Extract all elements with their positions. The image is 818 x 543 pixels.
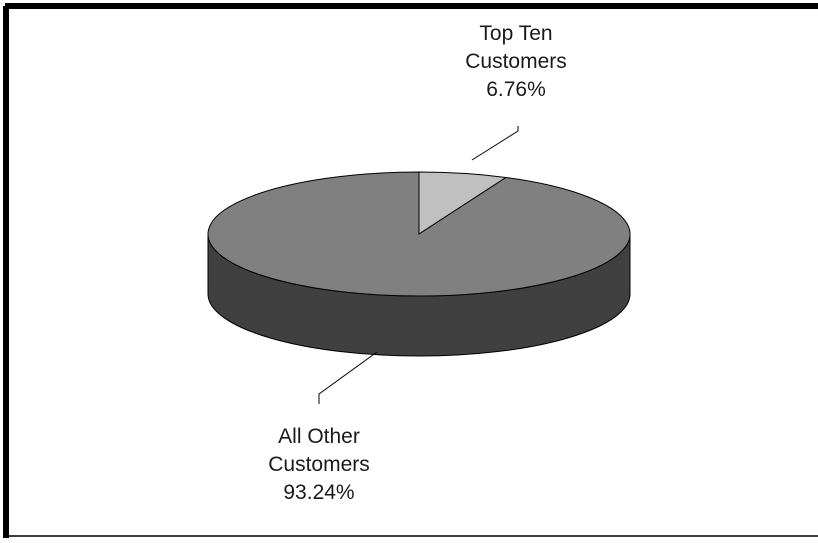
slice-percent-0: 6.76%: [486, 78, 546, 101]
pie-slice-1: [207, 171, 631, 297]
leader-line-1: [318, 351, 378, 404]
slice-percent-1: 93.24%: [283, 481, 354, 504]
slice-label-0-line-1: Customers: [465, 50, 567, 73]
leader-line-0: [471, 126, 519, 161]
slice-label-1-line-0: All Other: [278, 425, 360, 448]
slice-label-0-line-0: Top Ten: [479, 22, 552, 45]
slice-label-1-line-1: Customers: [268, 453, 370, 476]
